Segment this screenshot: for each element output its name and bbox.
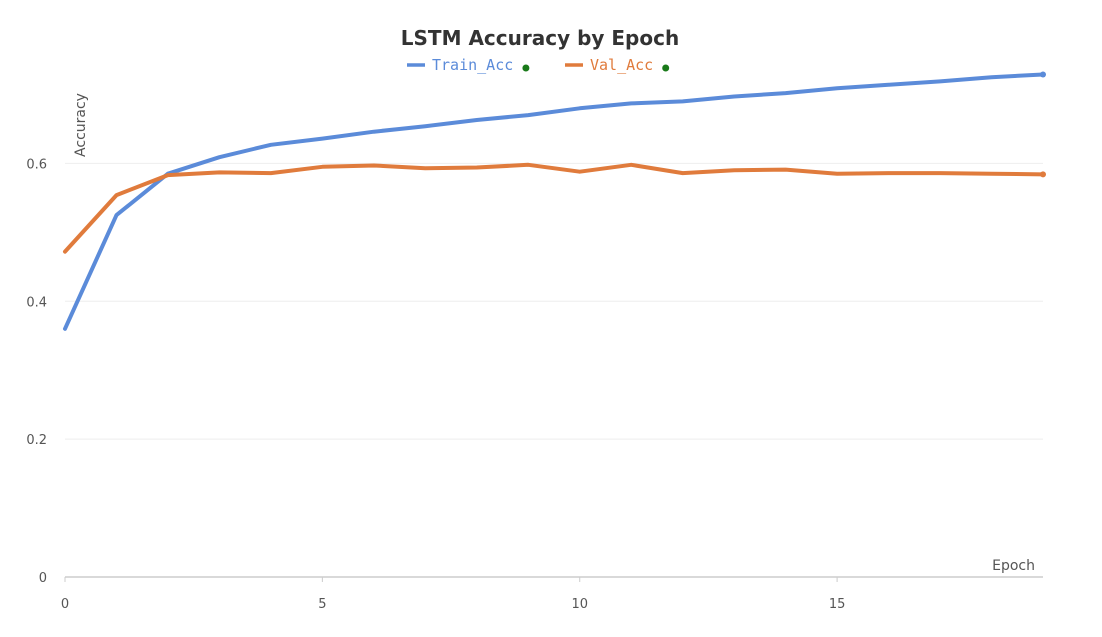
x-tick-label: 5 [318, 597, 326, 612]
y-tick-label: 0 [39, 571, 47, 586]
y-tick-label: 0.6 [26, 157, 47, 172]
y-tick-label: 0.2 [26, 433, 47, 448]
y-axis-label: Accuracy [73, 93, 89, 157]
y-tick-label: 0.4 [26, 295, 47, 310]
x-axis-label: Epoch [992, 558, 1035, 574]
series-line-train-acc [63, 72, 1045, 331]
series-end-point [1040, 171, 1046, 178]
series-lines [63, 71, 1046, 331]
chart-title: LSTM Accuracy by Epoch [401, 26, 679, 50]
axes: 0 0.2 0.4 0.6 0 5 10 15 [26, 157, 1043, 612]
legend-status-dot [662, 64, 670, 72]
legend-label: Val_Acc [590, 56, 653, 74]
grid-lines [65, 162, 1043, 440]
series-end-point [1040, 71, 1046, 78]
x-tick-label: 0 [61, 597, 69, 612]
x-tick-label: 10 [571, 597, 588, 612]
legend: Train_Acc Val_Acc [407, 56, 670, 74]
series-line-val-acc [63, 162, 1045, 254]
x-tick-label: 15 [829, 597, 846, 612]
legend-label: Train_Acc [432, 56, 513, 74]
legend-status-dot [522, 64, 530, 72]
